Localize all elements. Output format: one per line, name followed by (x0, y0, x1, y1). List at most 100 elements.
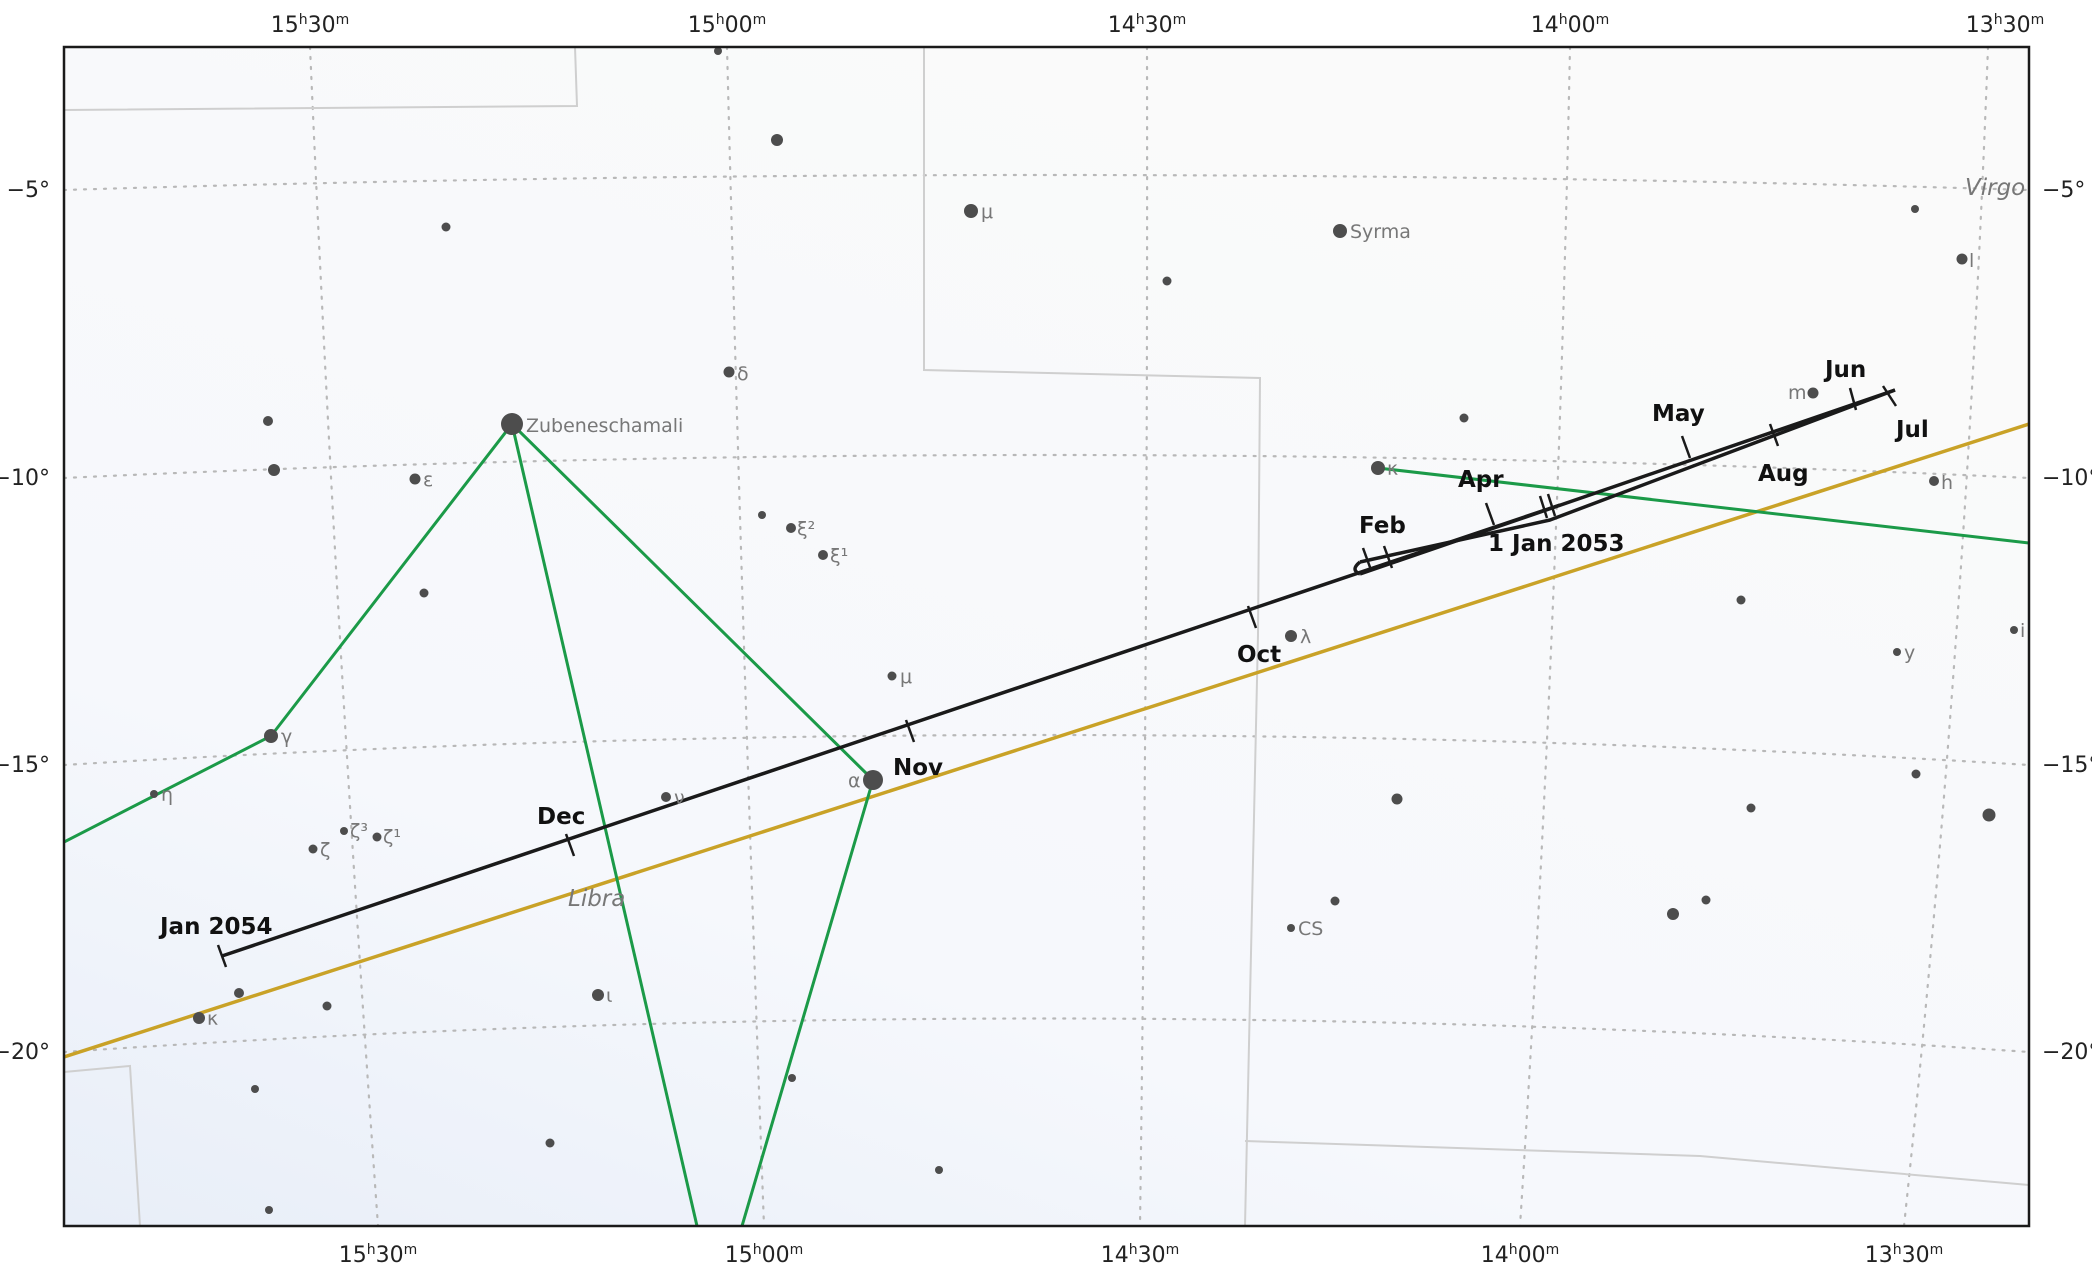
star (1162, 276, 1172, 286)
ra-bottom-label-13h30: 13h30m (1865, 1242, 1944, 1268)
star (1911, 769, 1921, 779)
dec-axis-right: −5° −10° −15° −20° (2042, 178, 2092, 1065)
star (1285, 630, 1297, 642)
star (786, 523, 796, 533)
star-label-m-vir: m (1788, 382, 1807, 404)
dec-axis-left: −5° −10° −15° −20° (0, 178, 50, 1065)
star (1330, 896, 1340, 906)
dec-grid (64, 173, 2029, 1054)
tick-apr (1484, 502, 1496, 526)
star (714, 47, 722, 55)
dec-left-label-m15: −15° (0, 753, 50, 778)
star (268, 464, 280, 476)
dec-grid-line-m10 (64, 453, 2029, 480)
star (265, 1206, 273, 1214)
path-label-jun: Jun (1823, 357, 1866, 383)
star (1736, 595, 1746, 605)
virgo-line-kappa (1377, 466, 2029, 545)
ra-grid-line-15h00 (725, 47, 766, 1226)
ra-grid (308, 47, 1990, 1226)
ra-grid-line-14h30 (1138, 47, 1149, 1226)
star (1371, 461, 1385, 475)
path-label-jan-2053: 1 Jan 2053 (1488, 531, 1624, 557)
tick-jan-2053-a (1538, 495, 1549, 519)
dec-right-label-m10: −10° (2042, 466, 2092, 491)
tick-oct (1246, 605, 1258, 629)
tick-jan-2053-b (1546, 493, 1557, 517)
boundary-virgo-libra-main (923, 47, 1262, 1226)
path-loop-end-left (1353, 560, 1362, 576)
ra-grid-line-15h30 (308, 47, 380, 1226)
star (251, 1085, 259, 1093)
star-label-nu-lib: ν (674, 787, 685, 809)
path-label-feb: Feb (1359, 513, 1406, 539)
tick-jun (1848, 387, 1858, 411)
libra-line-center (510, 423, 699, 1226)
ra-top-label-15h30: 15h30m (271, 12, 350, 38)
star (308, 844, 318, 854)
star-label-gamma-lib: γ (281, 726, 292, 748)
star (2010, 626, 2018, 634)
tick-jan-2054 (216, 944, 228, 968)
star-label-zeta1-lib: ζ¹ (383, 826, 401, 848)
star (1287, 924, 1295, 932)
star (1391, 793, 1403, 805)
stars (150, 47, 2018, 1214)
dec-right-label-m15: −15° (2042, 753, 2092, 778)
dec-grid-line-m15 (64, 733, 2029, 767)
star (1956, 253, 1968, 265)
star (340, 827, 348, 835)
star-labels: μ l δ m ε κ h ξ² ξ¹ λ i μ y γ η α ν ζ³ ζ… (161, 201, 2025, 1030)
star (193, 1012, 205, 1024)
star (263, 416, 273, 426)
path-label-nov: Nov (893, 755, 943, 781)
constellation-label-libra: Libra (568, 886, 625, 912)
star (1893, 648, 1901, 656)
ra-bottom-label-14h00: 14h00m (1481, 1242, 1560, 1268)
path-loop-lower (1359, 388, 1896, 564)
star-label-zubeneschamali: Zubeneschamali (526, 415, 683, 437)
star (1929, 476, 1939, 486)
path-ticks (216, 385, 1898, 968)
star (1746, 803, 1756, 813)
path-label-aug: Aug (1758, 461, 1809, 487)
star (419, 588, 429, 598)
star-alpha-lib (863, 770, 883, 790)
tick-feb-b (1382, 545, 1394, 569)
star (441, 222, 451, 232)
star-label-zeta-lib: ζ (320, 839, 330, 861)
tick-may (1680, 435, 1692, 459)
plot-frame (62, 45, 2031, 1228)
star-label-i-vir: i (2020, 620, 2025, 642)
star-label-xi2-lib: ξ² (797, 518, 815, 540)
star (964, 204, 978, 218)
dec-grid-line-m5 (64, 173, 2029, 192)
star (234, 988, 244, 998)
star (409, 473, 421, 485)
boundary-lower-left (64, 1064, 141, 1226)
star-label-y-vir: y (1904, 642, 1915, 664)
star-label-iota-lib: ι (606, 985, 612, 1007)
star (1807, 387, 1819, 399)
path-label-dec: Dec (537, 804, 585, 830)
ra-top-label-14h30: 14h30m (1108, 12, 1187, 38)
path-label-oct: Oct (1237, 642, 1281, 668)
ra-bottom-label-15h00: 15h00m (725, 1242, 804, 1268)
dec-grid-line-m20 (64, 1017, 2029, 1054)
star-label-epsilon-lib: ε (423, 469, 433, 491)
star (150, 790, 158, 798)
star (372, 832, 382, 842)
path-labels: Jun May Jul Apr Aug Feb 1 Jan 2053 Oct N… (158, 357, 1929, 940)
ra-grid-line-14h00 (1518, 47, 1572, 1226)
object-path (221, 388, 1896, 958)
star-label-kappa-lib: κ (207, 1008, 218, 1030)
dec-right-label-m5: −5° (2042, 178, 2085, 203)
boundary-libra-virgo-top (64, 47, 579, 111)
constellation-boundaries (64, 47, 2029, 1226)
path-label-apr: Apr (1458, 467, 1504, 493)
dec-right-label-m20: −20° (2042, 1040, 2092, 1065)
path-label-jan-2054: Jan 2054 (158, 914, 272, 940)
star-label-mu-lib: μ (900, 666, 912, 688)
star (935, 1166, 943, 1174)
star (1459, 413, 1469, 423)
